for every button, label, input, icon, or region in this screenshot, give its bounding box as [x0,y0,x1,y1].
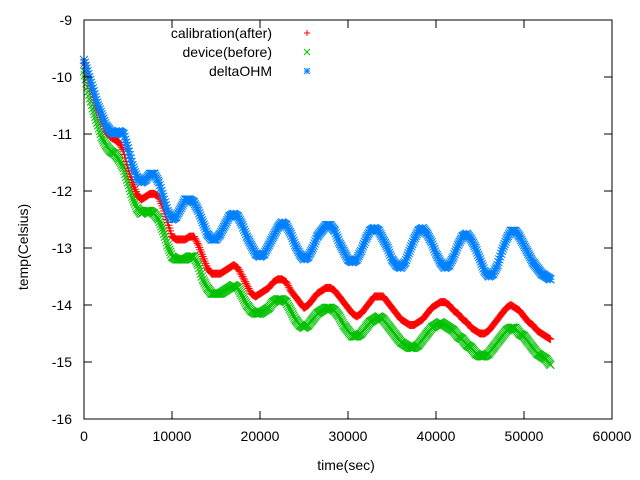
data-point-device-before-129 [193,259,202,268]
data-point-device-before-139 [201,281,211,291]
data-point-device-before-97 [165,245,174,255]
data-point-calibration-after-42 [116,141,125,150]
data-point-device-before-130 [194,260,203,270]
y-tick-label: -13 [52,240,72,256]
x-axis-label: time(sec) [317,457,375,473]
data-point-device-before-85 [154,215,164,224]
x-tick-label: 10000 [153,428,192,444]
data-point-calibration-after-187 [244,284,253,293]
legend-marker-device-before [303,48,311,56]
data-point-calibration-after-233 [285,283,294,292]
x-tick-label: 50000 [505,428,544,444]
data-point-calibration-after-231 [283,279,292,288]
legend: calibration(after) device(before) deltaOHM [171,25,311,79]
axes: 0 10000 20000 30000 40000 50000 60000 -16 -15 -14… [52,12,632,444]
series-calibration-after [80,55,555,344]
data-point-calibration-after-182 [240,275,249,284]
x-tick-label: 0 [80,428,88,444]
data-point-device-before-44 [118,162,128,171]
data-point-device-before-96 [164,243,173,252]
data-point-calibration-after-41 [116,140,125,149]
y-tick-label: -9 [60,12,73,28]
data-point-calibration-after-127 [191,236,200,245]
data-point-calibration-after-528 [544,334,553,343]
data-point-device-before-17 [94,123,104,133]
data-point-device-before-239 [289,313,299,322]
data-point-device-before-95 [163,240,172,250]
x-tick-label: 40000 [417,428,456,444]
data-point-calibration-after-178 [236,269,245,278]
data-point-calibration-after-185 [242,281,251,290]
x-tick-label: 60000 [593,428,632,444]
x-tick-label: 20000 [241,428,280,444]
data-point-device-before-184 [241,298,251,308]
data-point-deltaohm-84 [153,176,163,186]
y-axis-label: temp(Celsius) [15,204,31,290]
legend-marker-deltaohm [303,67,311,75]
legend-marker-calibration-after [304,30,310,36]
data-point-device-before-131 [194,263,204,273]
legend-label-calibration-after: calibration(after) [171,25,272,41]
data-point-calibration-after-129 [193,239,202,248]
data-point-device-before-89 [157,224,167,233]
data-point-device-before-86 [155,217,165,227]
data-point-device-before-98 [165,247,175,257]
data-point-calibration-after-184 [241,279,250,288]
y-tick-label: -15 [52,354,72,370]
x-tick-label: 30000 [329,428,368,444]
y-tick-label: -16 [52,411,72,427]
data-point-device-before-121 [186,252,195,261]
data-point-calibration-after-530 [546,335,555,344]
data-point-device-before-294 [338,318,348,328]
y-tick-label: -10 [52,69,72,85]
legend-label-device-before: device(before) [183,44,273,60]
data-point-calibration-after-176 [234,265,243,274]
data-point-device-before-485 [506,323,516,333]
data-point-calibration-after-175 [234,263,242,272]
data-point-calibration-after-177 [235,267,244,276]
data-point-device-before-132 [195,266,205,276]
data-point-device-before-94 [162,237,172,247]
data-point-calibration-after-181 [239,274,248,283]
y-tick-label: -11 [53,126,72,142]
data-point-calibration-after-180 [238,272,247,281]
data-point-device-before-16 [93,121,103,130]
series-deltaohm [79,55,555,284]
data-point-device-before-87 [156,219,165,229]
y-tick-label: -12 [52,183,72,199]
data-point-calibration-after-529 [545,334,554,343]
data-point-device-before-134 [197,272,207,281]
data-point-device-before-133 [196,269,206,279]
data-point-calibration-after-186 [243,282,252,291]
data-point-device-before-58 [130,199,140,208]
data-point-deltaohm-530 [546,274,555,284]
data-point-device-before-24 [100,139,110,149]
data-point-calibration-after-183 [241,277,250,286]
legend-label-deltaohm: deltaOHM [209,63,272,79]
data-point-deltaohm-259 [307,245,317,255]
data-point-calibration-after-126 [190,234,199,243]
data-point-device-before-88 [157,221,166,231]
data-point-calibration-after-125 [190,232,198,241]
plot-series-layer [79,55,555,370]
data-point-device-before-530 [546,360,555,370]
y-tick-label: -14 [52,297,72,313]
data-point-calibration-after-232 [284,281,293,290]
data-point-calibration-after-230 [282,278,291,287]
data-point-calibration-after-128 [192,237,201,246]
data-point-device-before-120 [185,252,194,261]
data-point-calibration-after-179 [237,270,246,279]
